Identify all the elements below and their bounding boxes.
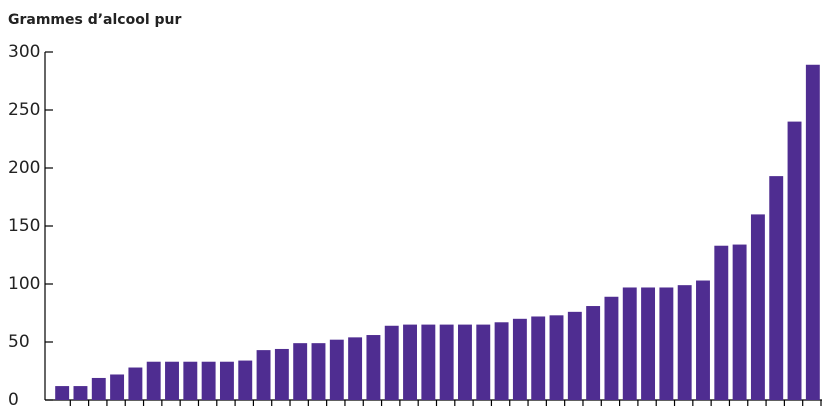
y-tick-label: 200 xyxy=(8,158,40,178)
bar xyxy=(165,361,179,400)
bar xyxy=(494,322,509,400)
bar xyxy=(55,386,70,400)
y-tick-label: 50 xyxy=(8,332,30,352)
bar xyxy=(439,324,454,400)
bar xyxy=(256,350,271,400)
y-tick-label: 300 xyxy=(8,42,40,62)
bar xyxy=(403,324,417,400)
bar xyxy=(329,339,344,400)
bar xyxy=(274,348,289,400)
bar xyxy=(91,377,106,400)
bar xyxy=(348,337,363,400)
bar xyxy=(805,64,820,400)
bar xyxy=(146,361,161,400)
bar xyxy=(531,316,546,400)
bar xyxy=(512,318,527,400)
bar xyxy=(659,287,674,400)
bar xyxy=(586,306,601,400)
chart-title: Grammes d’alcool pur xyxy=(8,12,182,28)
bar xyxy=(311,343,326,400)
bar xyxy=(604,296,619,400)
y-tick-label: 150 xyxy=(8,216,40,236)
y-tick-label: 100 xyxy=(8,274,40,294)
y-tick-label: 250 xyxy=(8,100,40,120)
bar xyxy=(750,214,765,400)
bar xyxy=(567,311,582,400)
bar xyxy=(421,324,436,400)
bar xyxy=(293,343,308,400)
bar xyxy=(769,176,784,400)
bar xyxy=(622,287,637,400)
bar xyxy=(549,315,564,400)
bar xyxy=(732,244,747,400)
bar xyxy=(128,367,143,400)
bar xyxy=(787,121,802,400)
y-tick-label: 0 xyxy=(8,390,19,410)
bar xyxy=(219,361,234,400)
bar xyxy=(238,360,253,400)
bar xyxy=(366,335,381,400)
bar xyxy=(476,324,491,400)
bar xyxy=(677,285,692,400)
bar xyxy=(714,245,729,400)
bar xyxy=(110,374,125,400)
bar xyxy=(696,280,710,400)
bar xyxy=(183,361,198,400)
bar xyxy=(384,325,399,400)
bar xyxy=(201,361,216,400)
bar xyxy=(73,386,88,400)
bar xyxy=(641,287,656,400)
bar xyxy=(458,324,472,400)
